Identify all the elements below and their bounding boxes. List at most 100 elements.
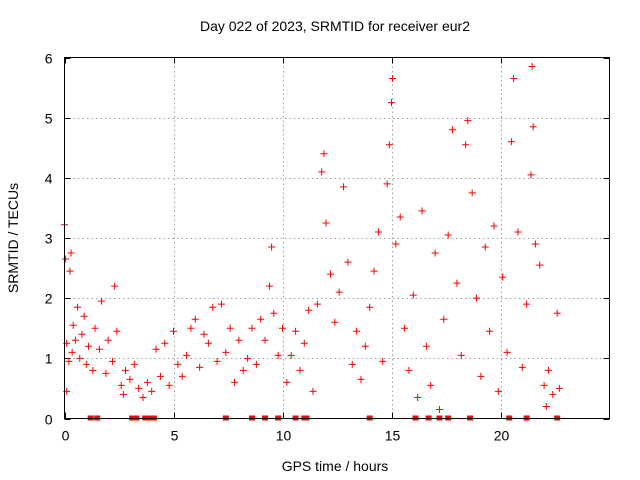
data-point xyxy=(486,327,494,335)
data-point xyxy=(89,366,97,374)
y-tick-label: 5 xyxy=(45,111,53,127)
y-tick-label: 2 xyxy=(45,291,53,307)
x-tick-label: 0 xyxy=(62,428,70,444)
data-point xyxy=(392,240,400,248)
data-point xyxy=(553,309,561,317)
data-point xyxy=(318,168,326,176)
data-point xyxy=(385,141,393,149)
data-point xyxy=(148,387,156,395)
data-point xyxy=(531,240,539,248)
data-point xyxy=(331,318,339,326)
data-point xyxy=(326,270,334,278)
data-point xyxy=(170,327,177,335)
data-point xyxy=(523,300,531,308)
data-point xyxy=(320,150,328,158)
data-point xyxy=(200,330,208,338)
data-point xyxy=(357,375,365,383)
data-point xyxy=(462,141,470,149)
data-point xyxy=(444,231,452,239)
data-point xyxy=(257,315,265,323)
data-point xyxy=(449,126,457,134)
data-point xyxy=(335,288,343,296)
data-points xyxy=(61,63,563,413)
data-point xyxy=(174,360,182,368)
data-point xyxy=(481,243,489,251)
data-point xyxy=(252,360,260,368)
data-point xyxy=(71,336,79,344)
data-point xyxy=(494,387,502,395)
data-point xyxy=(111,282,119,290)
data-point xyxy=(348,360,356,368)
data-point xyxy=(388,99,395,107)
data-point xyxy=(126,375,134,383)
data-point xyxy=(353,327,361,335)
data-point xyxy=(507,138,515,146)
data-point xyxy=(405,366,413,374)
y-tick-label: 0 xyxy=(45,412,53,428)
data-point xyxy=(477,372,485,380)
data-point xyxy=(473,294,481,302)
data-point xyxy=(379,357,387,365)
data-point xyxy=(213,357,221,365)
data-point xyxy=(490,222,498,230)
x-tick-label: 5 xyxy=(171,428,179,444)
data-point xyxy=(165,381,173,389)
data-point xyxy=(544,366,552,374)
y-tick-label: 6 xyxy=(45,51,53,67)
data-point xyxy=(431,249,439,257)
data-point xyxy=(68,348,76,356)
data-point xyxy=(152,345,160,353)
grid-layer xyxy=(64,57,610,419)
data-point xyxy=(244,354,252,362)
data-point xyxy=(178,372,186,380)
data-point xyxy=(270,309,278,317)
data-point xyxy=(414,393,422,401)
tick-layer: 0 1 2 3 4 5 6 0 5 10 15 20 xyxy=(45,51,610,444)
data-point xyxy=(370,267,378,275)
data-point xyxy=(435,405,443,413)
data-point xyxy=(542,402,550,410)
x-tick-label: 20 xyxy=(494,428,510,444)
y-tick-label: 1 xyxy=(45,351,53,367)
data-point xyxy=(292,327,300,335)
data-point xyxy=(66,267,74,275)
data-point xyxy=(510,75,518,83)
data-point xyxy=(418,207,426,215)
data-point xyxy=(76,354,84,362)
data-point xyxy=(78,330,86,338)
plot-frame xyxy=(64,57,610,419)
data-point xyxy=(84,342,92,350)
data-point xyxy=(300,339,308,347)
data-point xyxy=(499,273,507,281)
data-point xyxy=(322,219,330,227)
data-point xyxy=(296,366,304,374)
data-point xyxy=(389,75,397,83)
data-point xyxy=(340,183,348,191)
data-point xyxy=(540,381,548,389)
data-point xyxy=(268,243,276,251)
data-point xyxy=(95,345,103,353)
data-point xyxy=(80,312,88,320)
data-point xyxy=(457,351,465,359)
data-point xyxy=(135,384,143,392)
y-tick-label: 3 xyxy=(45,231,53,247)
data-point xyxy=(65,357,73,365)
data-point xyxy=(91,324,99,332)
data-point xyxy=(122,366,130,374)
data-point xyxy=(283,378,291,386)
data-point xyxy=(528,63,536,71)
data-point xyxy=(98,297,106,305)
data-point xyxy=(235,336,243,344)
data-point xyxy=(217,300,225,308)
data-point xyxy=(361,342,369,350)
data-point xyxy=(222,348,230,356)
data-point xyxy=(518,363,526,371)
data-point xyxy=(440,315,448,323)
data-point xyxy=(427,381,435,389)
data-point xyxy=(536,261,544,269)
data-point xyxy=(409,291,417,299)
data-point xyxy=(261,336,269,344)
y-axis-label: SRMTID / TECUs xyxy=(5,183,21,293)
chart-title: Day 022 of 2023, SRMTID for receiver eur… xyxy=(200,18,470,34)
